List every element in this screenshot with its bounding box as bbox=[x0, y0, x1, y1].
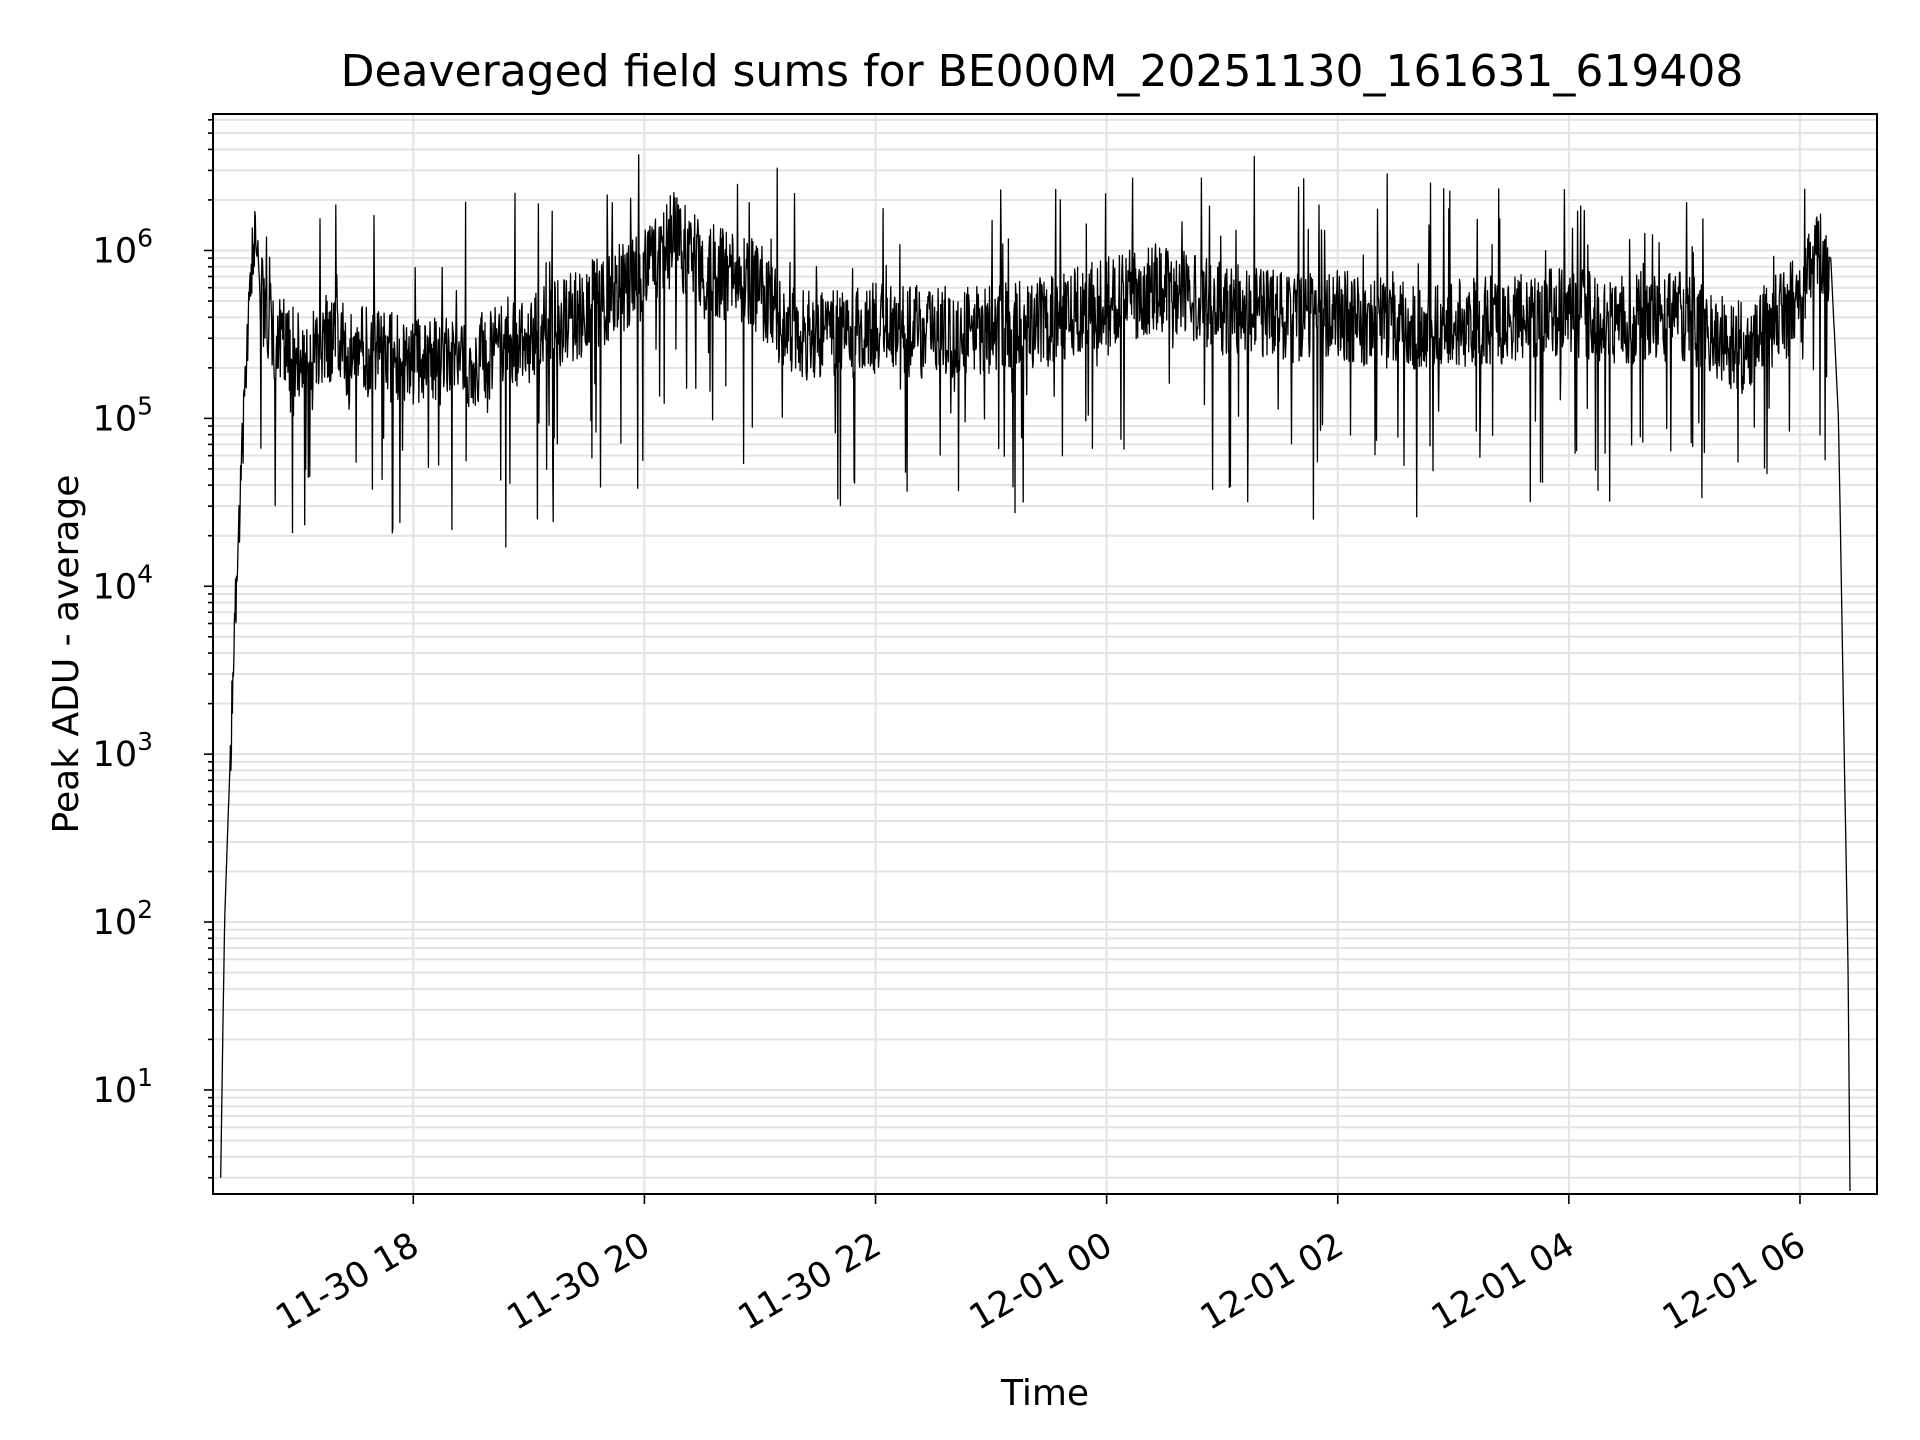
y-tick-label: 105 bbox=[93, 391, 153, 439]
y-tick-exponent: 3 bbox=[137, 727, 153, 756]
y-tick-label: 103 bbox=[93, 727, 153, 775]
y-tick-base: 10 bbox=[93, 399, 138, 439]
series-line bbox=[220, 154, 1851, 1192]
y-tick-exponent: 5 bbox=[137, 391, 153, 420]
y-tick-label: 104 bbox=[93, 559, 153, 607]
y-tick-base: 10 bbox=[93, 903, 138, 943]
y-tick-exponent: 1 bbox=[137, 1063, 153, 1092]
chart-title: Deaveraged field sums for BE000M_2025113… bbox=[341, 46, 1744, 97]
y-tick-exponent: 4 bbox=[137, 559, 153, 588]
y-tick-base: 10 bbox=[93, 567, 138, 607]
plot-area-frame bbox=[212, 113, 1878, 1195]
y-tick-label: 102 bbox=[93, 895, 153, 943]
y-tick-exponent: 2 bbox=[137, 895, 153, 924]
x-axis-label: Time bbox=[1000, 1373, 1089, 1414]
y-tick-base: 10 bbox=[93, 1071, 138, 1111]
y-tick-label: 101 bbox=[93, 1063, 153, 1111]
data-series bbox=[220, 154, 1851, 1192]
y-tick-base: 10 bbox=[93, 735, 138, 775]
y-tick-label: 106 bbox=[93, 223, 153, 271]
y-axis-label: Peak ADU - average bbox=[46, 475, 87, 834]
y-tick-base: 10 bbox=[93, 231, 138, 271]
y-tick-exponent: 6 bbox=[137, 223, 153, 252]
